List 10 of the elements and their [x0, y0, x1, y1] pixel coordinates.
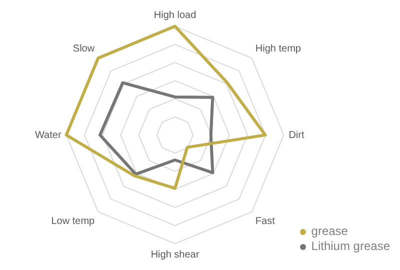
- spoke-label: Fast: [255, 216, 276, 228]
- spoke-label: High load: [154, 10, 196, 22]
- spoke-label: High shear: [150, 249, 200, 260]
- spoke-label: Water: [34, 130, 62, 141]
- spoke-label: Dirt: [288, 130, 304, 141]
- legend-label: grease: [311, 224, 348, 239]
- spoke-label: High temp: [255, 43, 302, 54]
- legend-label: Lithium grease: [311, 239, 390, 254]
- spoke-label: Low temp: [51, 216, 96, 228]
- spoke-label: Slow: [72, 43, 96, 54]
